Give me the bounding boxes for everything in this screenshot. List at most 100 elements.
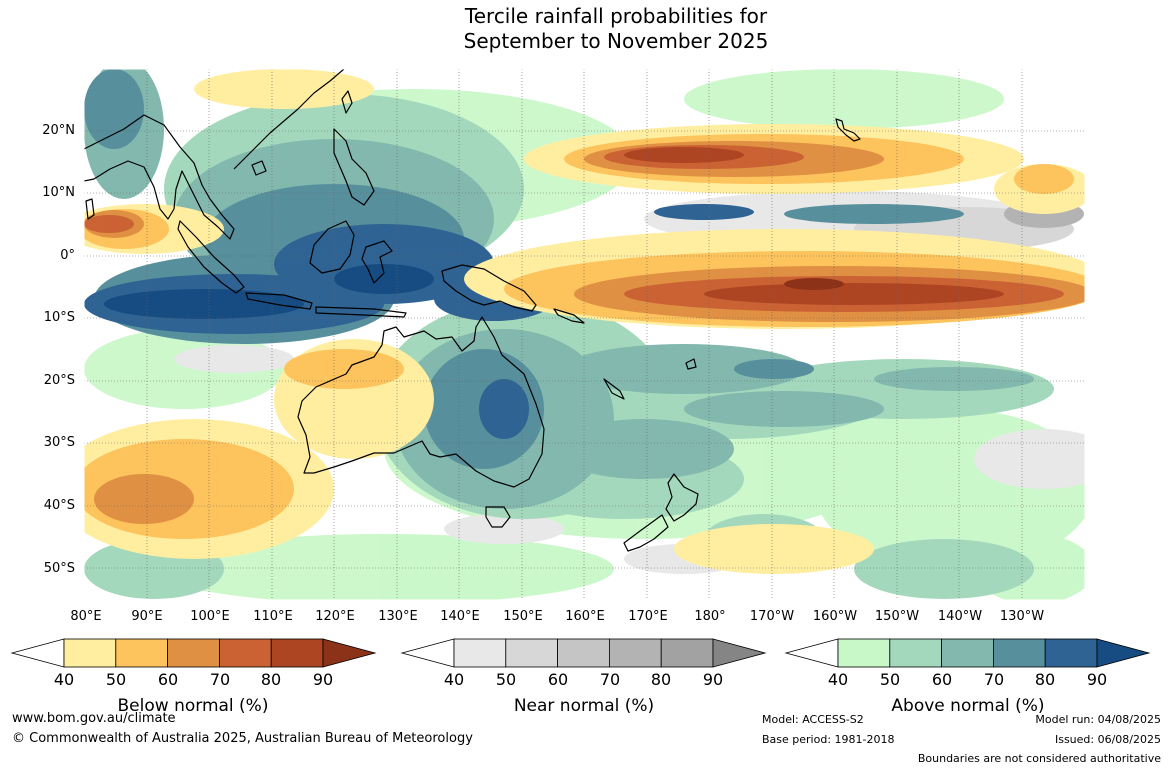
near-swatches bbox=[453, 638, 714, 668]
near-swatch-50-60 bbox=[505, 638, 559, 668]
lon-label-170e: 170°E bbox=[628, 609, 668, 624]
below-tick-40: 40 bbox=[53, 670, 75, 689]
coastlines bbox=[84, 69, 861, 552]
below-swatch-80-90 bbox=[270, 638, 324, 668]
near-tick-40: 40 bbox=[443, 670, 465, 689]
lat-label-20s: 20°S bbox=[43, 373, 75, 388]
near-swatch-80-90 bbox=[660, 638, 714, 668]
boundaries-disclaimer: Boundaries are not considered authoritat… bbox=[917, 752, 1161, 765]
near-swatch-40-50 bbox=[453, 638, 507, 668]
near-tick-70: 70 bbox=[599, 670, 621, 689]
above-normal-strong-regions bbox=[84, 69, 1034, 509]
above-normal-title: Above normal (%) bbox=[891, 696, 1045, 716]
above-swatch-70-80 bbox=[992, 638, 1046, 668]
lon-label-150e: 150°E bbox=[503, 609, 543, 624]
above-swatch-50-60 bbox=[889, 638, 943, 668]
below-swatch-70-80 bbox=[218, 638, 272, 668]
hawaii-coastline bbox=[835, 118, 861, 142]
lon-label-130w: 130°W bbox=[999, 609, 1045, 624]
lat-label-10n: 10°N bbox=[42, 185, 75, 200]
lat-label-40s: 40°S bbox=[43, 498, 75, 513]
borneo-coastline bbox=[309, 220, 355, 274]
below-tick-60: 60 bbox=[157, 670, 179, 689]
below-swatch-gt90 bbox=[322, 638, 377, 668]
below-tick-80: 80 bbox=[260, 670, 282, 689]
probability-map bbox=[84, 69, 1085, 600]
hainan-coastline bbox=[251, 160, 267, 176]
above-tick-60: 60 bbox=[931, 670, 953, 689]
sri-lanka-coastline bbox=[85, 198, 95, 220]
lon-label-170w: 170°W bbox=[749, 609, 795, 624]
colorbar-near-normal bbox=[400, 638, 767, 668]
issued-date: Issued: 06/08/2025 bbox=[1054, 733, 1161, 746]
near-tick-80: 80 bbox=[650, 670, 672, 689]
taiwan-coastline bbox=[341, 90, 353, 114]
lon-label-180: 180° bbox=[694, 609, 726, 624]
base-period: Base period: 1981-2018 bbox=[762, 733, 895, 746]
mainland-asia-coastline bbox=[84, 114, 235, 240]
lon-label-160e: 160°E bbox=[565, 609, 605, 624]
new-guinea-coastline bbox=[441, 264, 537, 312]
lon-label-80e: 80°E bbox=[70, 609, 102, 624]
above-swatch-60-70 bbox=[941, 638, 994, 668]
below-swatch-60-70 bbox=[167, 638, 220, 668]
source-url: www.bom.gov.au/climate bbox=[12, 711, 176, 726]
above-tick-70: 70 bbox=[983, 670, 1005, 689]
title-line-2: September to November 2025 bbox=[463, 29, 769, 53]
near-swatch-60-70 bbox=[557, 638, 610, 668]
model-name: Model: ACCESS-S2 bbox=[762, 713, 864, 726]
below-normal-title: Below normal (%) bbox=[117, 696, 269, 716]
near-swatch-lt40 bbox=[400, 638, 455, 668]
below-normal-regions bbox=[84, 69, 1085, 574]
lon-label-110e: 110°E bbox=[253, 609, 293, 624]
lat-label-0: 0° bbox=[60, 248, 75, 263]
above-tick-80: 80 bbox=[1034, 670, 1056, 689]
copyright-text: © Commonwealth of Australia 2025, Austra… bbox=[12, 731, 473, 746]
java-coastline bbox=[245, 292, 313, 310]
above-swatch-gt90 bbox=[1096, 638, 1151, 668]
australia-coastline bbox=[297, 316, 545, 488]
below-tick-90: 90 bbox=[312, 670, 334, 689]
sumatra-coastline bbox=[177, 220, 245, 294]
below-swatch-50-60 bbox=[115, 638, 169, 668]
lon-label-140w: 140°W bbox=[937, 609, 983, 624]
title-line-1: Tercile rainfall probabilities for bbox=[464, 4, 768, 28]
lon-label-150w: 150°W bbox=[874, 609, 920, 624]
lat-label-20n: 20°N bbox=[42, 123, 75, 138]
above-swatches bbox=[837, 638, 1098, 668]
model-run-date: Model run: 04/08/2025 bbox=[1035, 713, 1161, 726]
near-tick-60: 60 bbox=[547, 670, 569, 689]
new-zealand-north-coastline bbox=[665, 473, 699, 522]
near-tick-50: 50 bbox=[495, 670, 517, 689]
lat-label-10s: 10°S bbox=[43, 310, 75, 325]
colorbar-below-normal bbox=[10, 638, 377, 668]
lon-label-100e: 100°E bbox=[190, 609, 230, 624]
lon-label-120e: 120°E bbox=[315, 609, 355, 624]
near-swatch-70-80 bbox=[608, 638, 662, 668]
near-swatch-gt90 bbox=[712, 638, 767, 668]
near-normal-title: Near normal (%) bbox=[513, 696, 655, 716]
below-swatch-lt40 bbox=[10, 638, 65, 668]
lon-label-130e: 130°E bbox=[378, 609, 418, 624]
above-tick-90: 90 bbox=[1086, 670, 1108, 689]
colorbar-above-normal bbox=[784, 638, 1151, 668]
above-tick-50: 50 bbox=[879, 670, 901, 689]
below-tick-70: 70 bbox=[209, 670, 231, 689]
lon-label-90e: 90°E bbox=[131, 609, 163, 624]
above-swatch-40-50 bbox=[837, 638, 891, 668]
china-coastline bbox=[233, 69, 345, 170]
sulawesi-coastline bbox=[361, 240, 393, 284]
map-title: Tercile rainfall probabilities for Septe… bbox=[0, 4, 1173, 54]
below-swatches bbox=[63, 638, 324, 668]
lat-label-30s: 30°S bbox=[43, 435, 75, 450]
map-svg bbox=[84, 69, 1085, 600]
below-tick-50: 50 bbox=[105, 670, 127, 689]
below-swatch-40-50 bbox=[63, 638, 117, 668]
lon-label-140e: 140°E bbox=[440, 609, 480, 624]
philippines-coastline bbox=[333, 128, 375, 206]
above-swatch-80-90 bbox=[1044, 638, 1098, 668]
new-caledonia-coastline bbox=[603, 378, 625, 400]
near-tick-90: 90 bbox=[702, 670, 724, 689]
above-swatch-lt40 bbox=[784, 638, 839, 668]
lat-label-50s: 50°S bbox=[43, 561, 75, 576]
